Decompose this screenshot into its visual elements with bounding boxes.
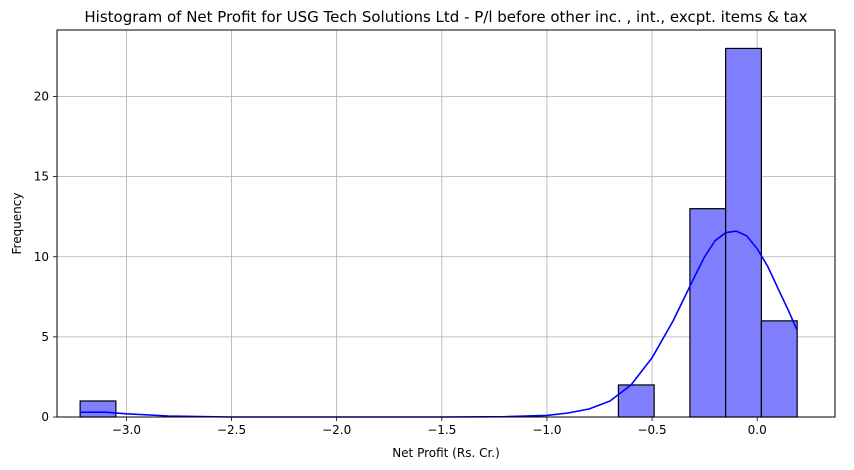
bars-layer — [79, 47, 798, 418]
x-tick-label: 0.0 — [748, 423, 767, 437]
y-tick-label: 15 — [34, 170, 49, 184]
y-axis-title: Frequency — [10, 193, 24, 255]
plot-frame — [56, 29, 836, 418]
histogram-bar — [725, 47, 763, 418]
chart-title: Histogram of Net Profit for USG Tech Sol… — [84, 8, 807, 26]
x-tick-label: −1.0 — [532, 423, 561, 437]
x-tick-label: −3.0 — [112, 423, 141, 437]
histogram-bar — [760, 320, 798, 418]
x-axis-title: Net Profit (Rs. Cr.) — [392, 446, 500, 460]
y-tick-label: 10 — [34, 250, 49, 264]
y-tick-label: 0 — [41, 410, 49, 424]
x-tick-label: −2.5 — [217, 423, 246, 437]
x-tick-label: −1.5 — [427, 423, 456, 437]
histogram-bar — [689, 208, 727, 418]
x-tick-label: −2.0 — [322, 423, 351, 437]
ticks-layer: −3.0 −2.5 −2.0 −1.5 −1.0 −0.5 0.0 0 5 10 15 20 — [34, 90, 767, 437]
x-tick-label: −0.5 — [637, 423, 666, 437]
y-tick-label: 20 — [34, 90, 49, 104]
y-tick-label: 5 — [41, 330, 49, 344]
histogram-bar — [79, 400, 117, 418]
